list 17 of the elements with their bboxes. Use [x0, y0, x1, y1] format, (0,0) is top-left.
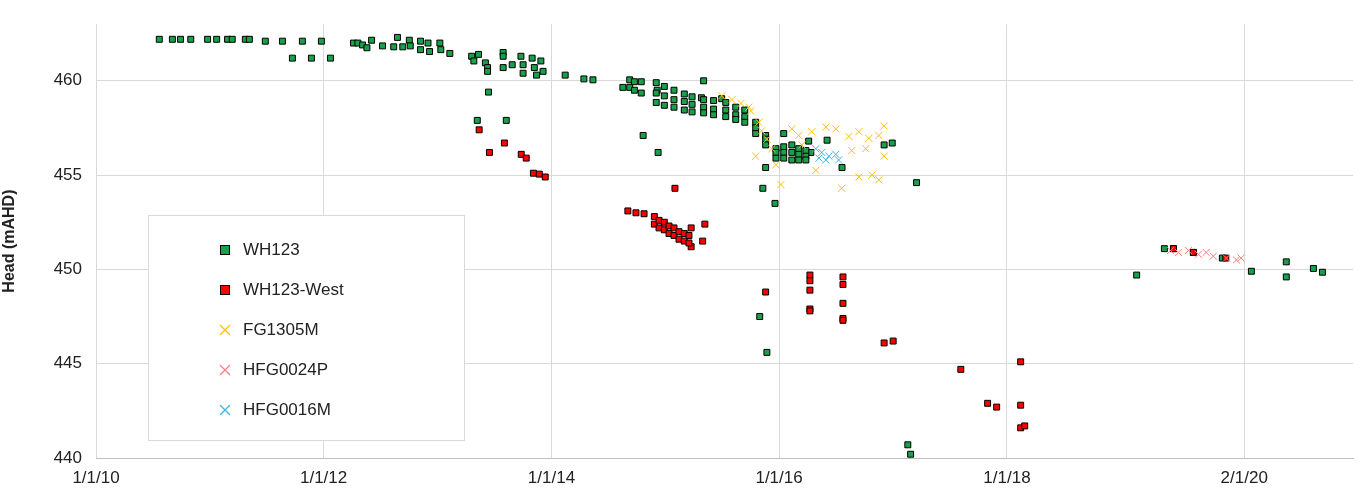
x-tick-label: 1/1/10 — [72, 467, 120, 487]
legend-label: FG1305M — [243, 320, 319, 340]
legend-label: WH123-West — [243, 280, 344, 300]
x-tick-label: 1/1/14 — [527, 467, 576, 487]
y-axis-title: Head (mAHD) — [0, 189, 18, 293]
legend-label: HFG0016M — [243, 400, 331, 420]
y-tick-label: 455 — [53, 164, 82, 184]
x-tick-label: 2/1/20 — [1220, 467, 1268, 487]
legend-label: WH123 — [243, 240, 300, 260]
x-tick-label: 1/1/18 — [983, 467, 1031, 487]
y-tick-label: 440 — [53, 447, 82, 467]
x-tick-label: 1/1/16 — [755, 467, 803, 487]
y-tick-label: 445 — [53, 353, 82, 373]
legend-label: HFG0024P — [243, 360, 329, 380]
x-tick-label: 1/1/12 — [299, 467, 348, 487]
y-tick-label: 450 — [53, 259, 82, 279]
y-tick-label: 460 — [53, 70, 82, 90]
